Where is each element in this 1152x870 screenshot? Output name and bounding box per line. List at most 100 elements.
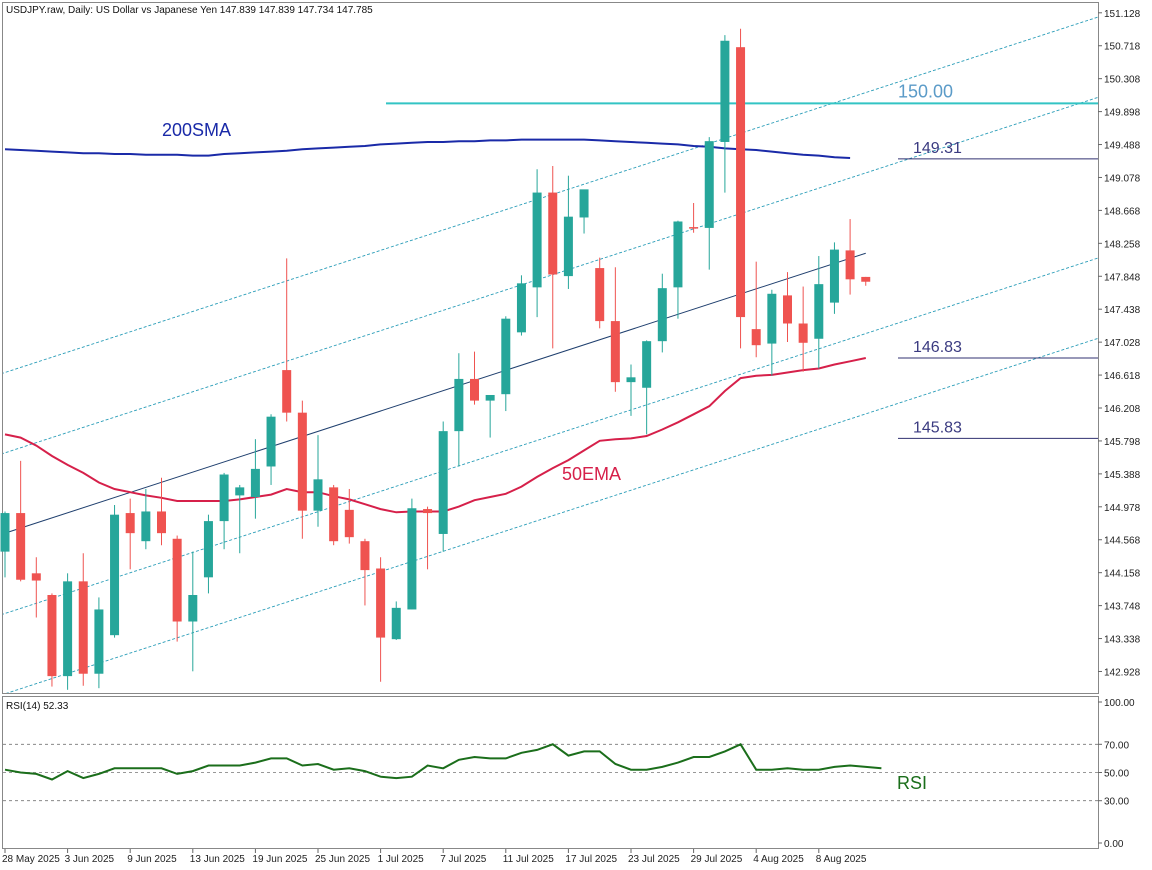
candle	[563, 175, 573, 289]
candle-body	[720, 40, 730, 142]
candle-body	[63, 581, 73, 677]
candle	[313, 435, 323, 527]
chart-title: USDJPY.raw, Daily: US Dollar vs Japanese…	[6, 5, 373, 16]
candle-body	[783, 295, 792, 324]
candle	[47, 593, 57, 687]
candle-body	[78, 581, 88, 674]
price-tick-label: 151.128	[1104, 9, 1141, 20]
candle	[548, 166, 558, 349]
candle-body	[282, 370, 292, 413]
rsi-tick-label: 30.00	[1104, 797, 1129, 808]
candle	[767, 289, 777, 376]
time-tick-label: 9 Jun 2025	[127, 854, 177, 865]
time-tick-label: 25 Jun 2025	[315, 854, 370, 865]
rsi-line-label: RSI	[897, 773, 927, 793]
rsi-line	[4, 743, 882, 781]
candle	[657, 273, 667, 353]
price-tick-label: 144.158	[1104, 569, 1141, 580]
candle	[829, 242, 839, 314]
candle	[157, 477, 166, 546]
candle-body	[313, 479, 323, 511]
candle	[798, 286, 808, 372]
candle	[610, 267, 620, 392]
price-panel-frame	[2, 2, 1099, 694]
horizontal-levels: 150.00 149.31 146.83 145.83	[386, 81, 1098, 439]
rsi-tick-label: 70.00	[1104, 740, 1129, 751]
rsi-tick-label: 0.00	[1104, 839, 1124, 850]
candle	[485, 394, 495, 438]
candle	[579, 189, 589, 234]
candle-body	[31, 573, 41, 581]
candle-body	[579, 189, 589, 218]
candle-body	[250, 468, 260, 498]
candle-body	[407, 508, 417, 610]
candle	[188, 551, 198, 672]
candle	[376, 557, 386, 682]
candle-body	[391, 607, 401, 640]
candle-body	[845, 250, 855, 280]
candle-body	[235, 487, 245, 496]
candle-body	[751, 329, 761, 346]
candle-body	[657, 288, 667, 342]
candle-body	[595, 268, 605, 322]
candle	[94, 597, 104, 689]
price-tick-label: 147.438	[1104, 305, 1141, 316]
candle-body	[423, 509, 433, 514]
price-tick-label: 148.668	[1104, 206, 1141, 217]
candle-body	[47, 595, 57, 677]
candle-body	[767, 293, 777, 344]
candle	[250, 439, 260, 519]
candle-body	[141, 511, 151, 542]
candle	[407, 498, 417, 610]
candle	[110, 505, 120, 638]
ema50-label: 50EMA	[562, 464, 621, 484]
price-tick-label: 144.978	[1104, 503, 1141, 514]
candle-body	[438, 431, 448, 534]
candle-body	[485, 394, 495, 401]
candle	[423, 506, 433, 570]
rsi-tick-label: 100.00	[1104, 698, 1135, 709]
candle	[219, 472, 229, 550]
candle-body	[110, 514, 120, 636]
candle-body	[516, 283, 526, 333]
price-tick-label: 150.308	[1104, 75, 1141, 86]
price-tick-label: 146.618	[1104, 371, 1141, 382]
time-tick-label: 28 May 2025	[2, 854, 60, 865]
candle-body	[470, 378, 479, 401]
candlesticks	[0, 28, 871, 690]
candle	[63, 573, 73, 690]
candle-body	[736, 47, 746, 318]
price-tick-label: 145.798	[1104, 437, 1141, 448]
candle	[282, 258, 292, 422]
candle	[125, 498, 135, 570]
level-label: 146.83	[913, 339, 962, 356]
candle	[344, 488, 354, 544]
candle-body	[501, 318, 511, 395]
time-tick-label: 7 Jul 2025	[440, 854, 487, 865]
time-tick-label: 29 Jul 2025	[691, 854, 743, 865]
candle	[78, 553, 88, 686]
candle	[297, 400, 307, 539]
candle	[704, 137, 714, 270]
price-tick-label: 148.258	[1104, 239, 1141, 250]
candle-body	[125, 513, 135, 534]
candle-body	[329, 487, 339, 542]
price-axis: 151.128 150.718 150.308 149.898 149.488 149.0…	[1098, 9, 1141, 678]
candle	[736, 28, 746, 349]
candle-body	[376, 568, 386, 638]
candle-body	[626, 377, 636, 383]
time-tick-label: 1 Jul 2025	[378, 854, 425, 865]
candle	[329, 484, 339, 546]
candle-body	[266, 416, 276, 467]
time-axis: 28 May 2025 3 Jun 2025 9 Jun 2025 13 Jun 20…	[2, 849, 867, 865]
candle-body	[689, 227, 699, 229]
price-tick-label: 149.898	[1104, 108, 1141, 119]
candle	[516, 275, 526, 336]
price-tick-label: 144.568	[1104, 536, 1141, 547]
time-tick-label: 11 Jul 2025	[503, 854, 554, 865]
candle	[783, 272, 792, 342]
channel-midline	[3, 252, 866, 535]
price-tick-label: 150.718	[1104, 42, 1141, 53]
candle-body	[219, 474, 229, 522]
